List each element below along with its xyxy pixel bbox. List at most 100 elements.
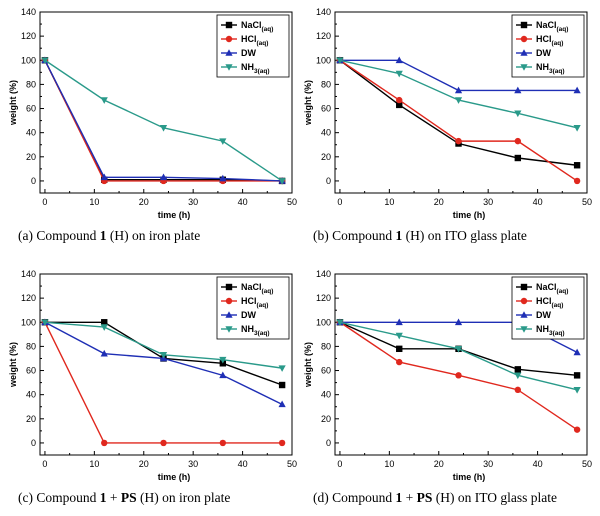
chart-caption: (c) Compound 1 + PS (H) on iron plate: [18, 490, 230, 506]
plot-frame: [334, 273, 588, 456]
chart-panel-a: 0 20 40 60 80 100 120 140 0 10 20 30 40 50 time (h) wei…: [0, 0, 300, 250]
y-axis-title: weight (%): [303, 80, 313, 126]
x-axis-title: time (h): [158, 210, 191, 220]
chart-svg-a: 0 20 40 60 80 100 120 140 0 10 20 30 40 50 time (h) wei…: [8, 7, 297, 220]
y-tick-label: 140: [21, 7, 36, 17]
data-point: [219, 439, 227, 447]
caption-bold2: PS: [120, 490, 137, 505]
y-tick-label: 0: [326, 438, 331, 448]
y-tick-label: 100: [21, 55, 36, 65]
y-tick-label: 40: [26, 390, 36, 400]
data-point: [395, 318, 403, 326]
data-point: [219, 371, 227, 379]
chart-panel-c: 0 20 40 60 80 100 120 140 0 10 20 30 40 50 time (h) wei…: [0, 262, 300, 512]
x-tick-label: 10: [89, 459, 99, 469]
caption-bold1: 1: [395, 228, 403, 243]
x-axis-title: time (h): [158, 472, 191, 482]
legend-label: HCl(aq): [241, 296, 268, 309]
legend-marker: [225, 283, 233, 291]
data-point: [396, 96, 403, 104]
y-tick-label: 20: [26, 152, 36, 162]
data-point: [159, 125, 168, 132]
x-tick-label: 0: [337, 197, 342, 207]
legend-label: DW: [536, 310, 551, 320]
legend-label: HCl(aq): [241, 34, 268, 47]
legend-label: HCl(aq): [536, 34, 563, 47]
chart-panel-b: 0 20 40 60 80 100 120 140 0 10 20 30 40 50 time (h) wei…: [295, 0, 595, 250]
series-nh: [336, 57, 581, 132]
data-point: [454, 318, 463, 326]
series-line: [44, 59, 283, 182]
caption-bold1: 1: [99, 490, 107, 505]
x-tick-label: 0: [42, 197, 47, 207]
legend-label: NaCl(aq): [536, 282, 568, 295]
legend-label: NH3(aq): [536, 62, 565, 75]
x-axis-title: time (h): [453, 210, 486, 220]
legend-marker: [520, 326, 528, 333]
series-line: [339, 59, 578, 182]
x-tick-label: 30: [483, 459, 493, 469]
data-point: [573, 162, 581, 169]
data-point: [454, 346, 463, 353]
chart-svg-d: 0 20 40 60 80 100 120 140 0 10 20 30 40 50 time (h) wei…: [303, 269, 592, 482]
legend-marker: [520, 297, 528, 305]
legend: NaCl(aq)HCl(aq)DW NH3(aq): [511, 276, 585, 340]
y-tick-label: 140: [316, 7, 331, 17]
data-point: [159, 173, 168, 181]
data-point: [219, 174, 227, 182]
chart-caption: (d) Compound 1 + PS (H) on ITO glass pla…: [313, 490, 557, 506]
data-point: [219, 356, 227, 364]
y-tick-label: 60: [26, 366, 36, 376]
y-tick-label: 20: [321, 152, 331, 162]
x-tick-label: 40: [533, 459, 543, 469]
series-line: [44, 59, 283, 182]
series-line: [44, 59, 283, 182]
legend-marker: [520, 311, 528, 318]
data-point: [100, 173, 108, 181]
y-tick-label: 100: [316, 317, 331, 327]
caption-suffix: (H) on ITO glass plate: [432, 490, 557, 505]
legend-marker: [225, 326, 233, 333]
chart-caption: (a) Compound 1 (H) on iron plate: [18, 228, 200, 244]
legend-marker: [225, 64, 233, 71]
y-tick-label: 80: [321, 79, 331, 89]
x-tick-label: 50: [582, 197, 592, 207]
chart-caption: (b) Compound 1 (H) on ITO glass plate: [313, 228, 527, 244]
data-point: [278, 400, 286, 408]
legend: NaCl(aq)HCl(aq)DW NH3(aq): [511, 14, 585, 78]
x-tick-label: 0: [337, 459, 342, 469]
data-point: [454, 86, 463, 94]
data-point: [573, 348, 581, 356]
x-tick-label: 10: [384, 459, 394, 469]
data-point: [455, 137, 462, 145]
x-tick-label: 40: [238, 459, 248, 469]
series-nh: [336, 319, 581, 394]
caption-middle: +: [402, 490, 417, 505]
caption-suffix: (H) on iron plate: [136, 490, 231, 505]
legend-marker: [225, 49, 233, 56]
chart-panel-d: 0 20 40 60 80 100 120 140 0 10 20 30 40 50 time (h) wei…: [295, 262, 595, 512]
data-point: [573, 177, 581, 185]
y-tick-label: 20: [321, 414, 331, 424]
y-tick-label: 60: [321, 104, 331, 114]
y-tick-label: 120: [21, 31, 36, 41]
data-point: [278, 439, 286, 447]
data-point: [219, 138, 227, 145]
data-point: [514, 386, 522, 394]
legend: NaCl(aq)HCl(aq)DW NH3(aq): [216, 14, 290, 78]
x-tick-label: 50: [582, 459, 592, 469]
legend-marker: [520, 283, 528, 291]
chart-svg-b: 0 20 40 60 80 100 120 140 0 10 20 30 40 50 time (h) wei…: [303, 7, 592, 220]
y-tick-label: 120: [316, 293, 331, 303]
y-tick-label: 40: [321, 390, 331, 400]
y-tick-label: 140: [21, 269, 36, 279]
legend-label: DW: [241, 310, 256, 320]
data-point: [514, 110, 522, 118]
legend-label: DW: [241, 48, 256, 58]
data-point: [514, 154, 522, 162]
y-tick-label: 100: [316, 55, 331, 65]
caption-bold1: 1: [99, 228, 107, 243]
caption-middle: (H) on ITO glass plate: [402, 228, 527, 243]
data-point: [573, 372, 581, 379]
